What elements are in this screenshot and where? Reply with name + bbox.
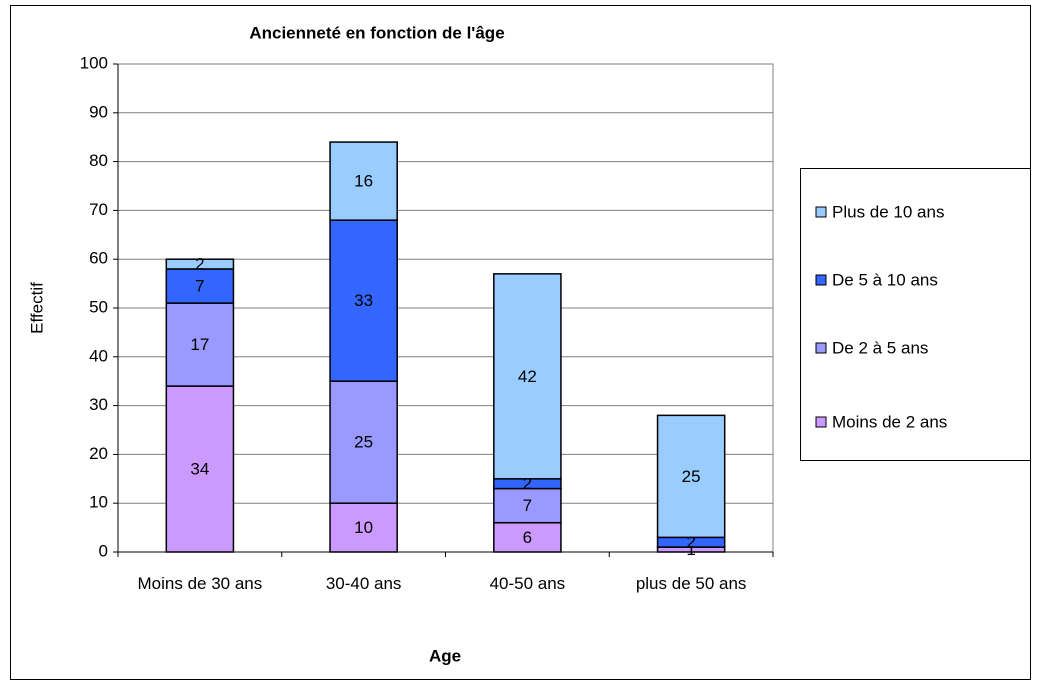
- data-label: 1: [686, 540, 695, 559]
- legend-swatch: [815, 274, 827, 286]
- y-tick-label: 50: [89, 297, 108, 316]
- x-axis-label: Age: [429, 646, 461, 665]
- y-tick-label: 40: [89, 346, 108, 365]
- data-label: 25: [354, 433, 373, 452]
- legend-label: Moins de 2 ans: [832, 412, 947, 431]
- bar-segment: [329, 219, 398, 382]
- data-label: 6: [523, 528, 532, 547]
- bar-segment: [329, 502, 398, 553]
- y-tick-label: 20: [89, 444, 108, 463]
- data-label: 2: [195, 255, 204, 274]
- bar-segment: [493, 273, 562, 480]
- y-tick-label: 30: [89, 395, 108, 414]
- x-tick-label: plus de 50 ans: [635, 574, 747, 593]
- legend-box: [800, 168, 1031, 461]
- data-label: 34: [190, 460, 209, 479]
- data-label: 16: [354, 172, 373, 191]
- bar-segment: [329, 141, 398, 221]
- legend-label: De 5 à 10 ans: [832, 270, 938, 289]
- y-axis-label: Effectif: [27, 282, 46, 334]
- x-tick-label: Moins de 30 ans: [137, 574, 263, 593]
- y-tick-label: 80: [89, 151, 108, 170]
- x-tick-label: 30-40 ans: [325, 574, 402, 593]
- bar-segment: [656, 414, 726, 539]
- chart-title: Ancienneté en fonction de l'âge: [249, 23, 504, 42]
- legend-swatch: [815, 206, 827, 218]
- bar-segment: [165, 268, 235, 304]
- data-label: 2: [686, 533, 695, 552]
- y-tick-label: 70: [89, 200, 108, 219]
- data-label: 10: [354, 518, 373, 537]
- data-label: 2: [523, 474, 532, 493]
- bar-segment: [329, 380, 398, 504]
- data-label: 42: [518, 367, 537, 386]
- y-tick-label: 90: [89, 102, 108, 121]
- data-label: 7: [523, 496, 532, 515]
- y-tick-label: 10: [89, 493, 108, 512]
- legend-swatch: [815, 342, 827, 354]
- x-tick-label: 40-50 ans: [489, 574, 566, 593]
- data-label: 25: [682, 467, 701, 486]
- data-label: 7: [195, 277, 204, 296]
- y-tick-label: 0: [99, 541, 108, 560]
- data-label: 33: [354, 291, 373, 310]
- legend-label: Plus de 10 ans: [832, 202, 944, 221]
- y-tick-label: 60: [89, 249, 108, 268]
- bar-segment: [493, 521, 562, 553]
- y-tick-label: 100: [80, 53, 108, 72]
- data-label: 17: [190, 335, 209, 354]
- legend-label: De 2 à 5 ans: [832, 338, 928, 357]
- legend-swatch: [815, 416, 827, 428]
- bar-segment: [165, 302, 235, 387]
- bar-segment: [493, 487, 562, 524]
- bar-segment: [165, 258, 235, 270]
- bar-segment: [165, 385, 235, 553]
